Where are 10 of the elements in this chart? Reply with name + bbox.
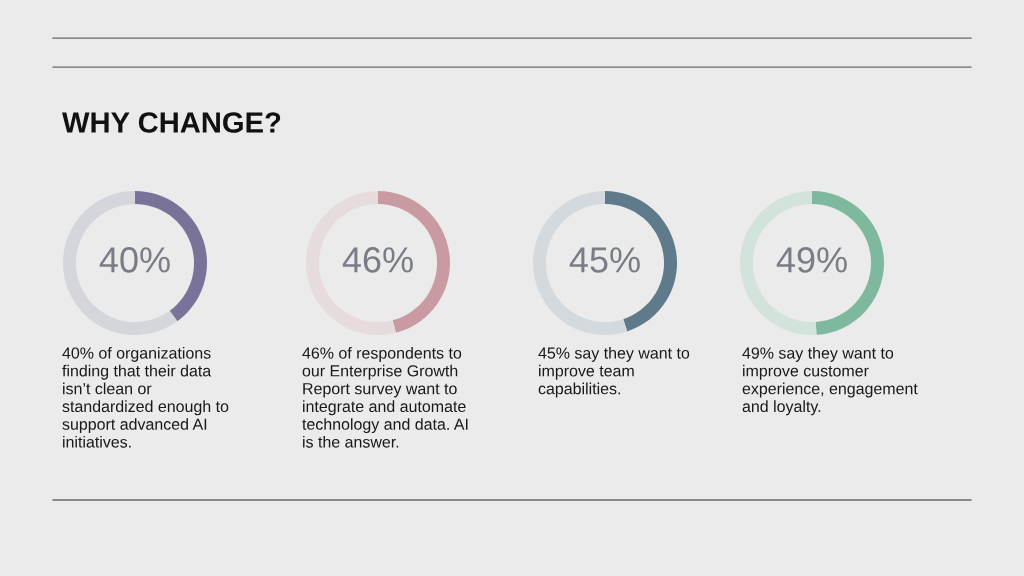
data-label: 40%	[99, 247, 170, 273]
data-label: 46%	[342, 247, 413, 273]
data-label: 45%	[569, 247, 640, 273]
text: 49% say they want to improve customer experience, engagement and loyalty.	[742, 347, 918, 416]
text: 40% of organizations finding that their data isn’t clean or standardized enough to support advanced AI initiatives.	[62, 347, 229, 448]
donut-slice	[63, 191, 178, 335]
data-label: 49%	[776, 247, 847, 273]
chart-title: WHY CHANGE?	[62, 112, 281, 133]
text: 45% say they want to improve team capabilities.	[538, 347, 690, 398]
text: 46% of respondents to our Enterprise Growth Report survey want to integrate and automate technology and data. AI is the answer.	[302, 347, 468, 448]
